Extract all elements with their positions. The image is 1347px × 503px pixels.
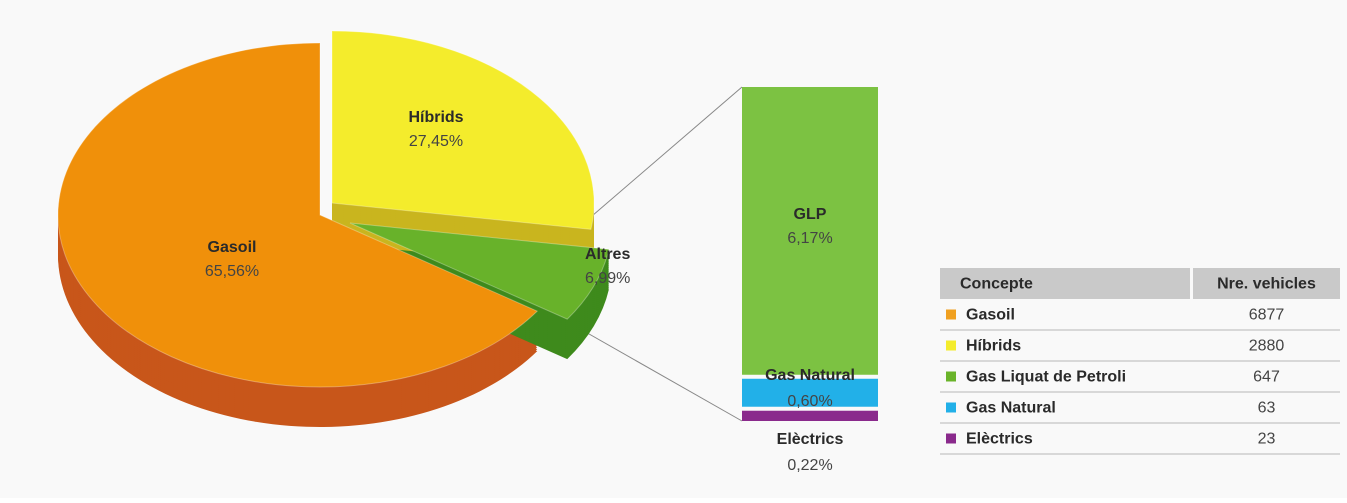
row-value: 647 xyxy=(1253,369,1280,386)
row-value: 6877 xyxy=(1249,307,1285,324)
slice-label: Altres xyxy=(585,246,630,263)
row-value: 63 xyxy=(1258,400,1276,417)
slice-value-label: 6,99% xyxy=(585,270,630,287)
row-name: Híbrids xyxy=(966,338,1021,355)
table-header: Nre. vehicles xyxy=(1217,276,1316,293)
row-name: Elèctrics xyxy=(966,431,1033,448)
slice-value-label: 65,56% xyxy=(205,263,259,280)
row-value: 23 xyxy=(1258,431,1276,448)
slice-label: Gasoil xyxy=(208,239,257,256)
bar-segment xyxy=(742,410,878,421)
connector xyxy=(584,86,743,223)
legend-swatch xyxy=(946,433,956,444)
row-name: Gas Natural xyxy=(966,400,1056,417)
row-name: Gasoil xyxy=(966,307,1015,324)
slice-value-label: 27,45% xyxy=(409,133,463,150)
legend-swatch xyxy=(946,402,956,413)
legend-swatch xyxy=(946,371,956,382)
slice xyxy=(331,30,595,230)
bar-label: Gas Natural xyxy=(765,367,855,384)
connector xyxy=(567,321,743,422)
bar-value-label: 6,17% xyxy=(787,230,832,247)
legend-swatch xyxy=(946,309,956,320)
legend-swatch xyxy=(946,340,956,351)
bar-segment xyxy=(742,378,878,407)
bar-value-label: 0,60% xyxy=(787,393,832,410)
bar-value-label: 0,22% xyxy=(787,457,832,474)
bar-label: Elèctrics xyxy=(777,431,844,448)
slice xyxy=(57,42,539,388)
row-value: 2880 xyxy=(1249,338,1285,355)
bar-label: GLP xyxy=(794,206,827,223)
table-header-bg xyxy=(940,268,1190,299)
slice-label: Híbrids xyxy=(408,109,463,126)
slice xyxy=(349,222,610,320)
table-header: Concepte xyxy=(960,276,1033,293)
row-name: Gas Liquat de Petroli xyxy=(966,369,1126,386)
table-header-bg xyxy=(1193,268,1340,299)
bar-segment xyxy=(742,87,878,375)
